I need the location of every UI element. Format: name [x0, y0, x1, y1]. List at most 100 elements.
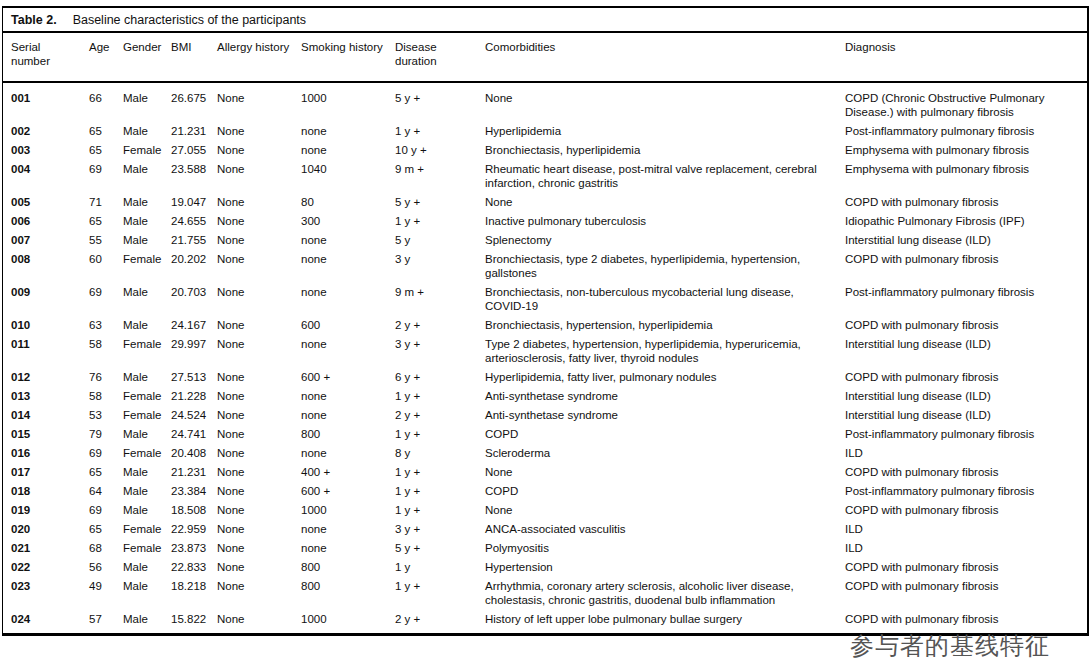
table-cell: Male [123, 212, 171, 231]
table-cell: Male [123, 368, 171, 387]
table-cell: 9 m + [395, 160, 485, 193]
table-cell: 69 [89, 444, 123, 463]
table-cell: 3 y + [395, 520, 485, 539]
table-cell: 20.202 [171, 250, 217, 283]
table-cell: COPD with pulmonary fibrosis [845, 577, 1087, 610]
table-cell: None [217, 444, 301, 463]
table-cell: None [217, 141, 301, 160]
table-cell: None [217, 463, 301, 482]
table-cell: 24.655 [171, 212, 217, 231]
table-cell: 65 [89, 463, 123, 482]
chinese-caption: 参与者的基线特征 [850, 631, 1086, 661]
table-cell: 003 [3, 141, 89, 160]
table-cell: Post-inflammatory pulmonary fibrosis [845, 122, 1087, 141]
table-cell: 79 [89, 425, 123, 444]
column-header-age: Age [89, 33, 123, 82]
table-cell: none [301, 539, 395, 558]
table-title-text: Baseline characteristics of the particip… [73, 13, 306, 27]
table-cell: 18.218 [171, 577, 217, 610]
table-cell: Post-inflammatory pulmonary fibrosis [845, 482, 1087, 501]
table-cell: None [217, 577, 301, 610]
table-cell: None [217, 406, 301, 425]
table-cell: 71 [89, 193, 123, 212]
table-cell: 1 y + [395, 122, 485, 141]
table-cell: Female [123, 141, 171, 160]
table-cell: 021 [3, 539, 89, 558]
table-cell: 010 [3, 316, 89, 335]
table-row: 00665Male24.655None3001 y +Inactive pulm… [3, 212, 1087, 231]
table-cell: COPD [485, 482, 845, 501]
table-cell: Emphysema with pulmonary fibrosis [845, 141, 1087, 160]
table-cell: none [301, 387, 395, 406]
table-row: 00365Female27.055Nonenone10 y +Bronchiec… [3, 141, 1087, 160]
table-row: 00265Male21.231Nonenone1 y +Hyperlipidem… [3, 122, 1087, 141]
table-cell: Male [123, 316, 171, 335]
table-cell: 66 [89, 82, 123, 122]
table-cell: None [217, 335, 301, 368]
table-cell: Inactive pulmonary tuberculosis [485, 212, 845, 231]
table-cell: 65 [89, 141, 123, 160]
table-cell: Hypertension [485, 558, 845, 577]
table-cell: 1 y + [395, 577, 485, 610]
table-cell: none [301, 406, 395, 425]
table-cell: 023 [3, 577, 89, 610]
table-cell: Rheumatic heart disease, post-mitral val… [485, 160, 845, 193]
table-cell: 65 [89, 212, 123, 231]
table-cell: 800 [301, 425, 395, 444]
table-cell: 015 [3, 425, 89, 444]
table-cell: 013 [3, 387, 89, 406]
table-cell: 017 [3, 463, 89, 482]
table-cell: COPD [485, 425, 845, 444]
table-cell: None [217, 160, 301, 193]
table-cell: Male [123, 577, 171, 610]
table-cell: Scleroderma [485, 444, 845, 463]
table-cell: 69 [89, 283, 123, 316]
table-cell: 012 [3, 368, 89, 387]
table-cell: 9 m + [395, 283, 485, 316]
table-row: 00755Male21.755Nonenone5 ySplenectomyInt… [3, 231, 1087, 250]
table-cell: none [301, 520, 395, 539]
table-cell: COPD with pulmonary fibrosis [845, 558, 1087, 577]
table-row: 01765Male21.231None400 +1 y +NoneCOPD wi… [3, 463, 1087, 482]
table-cell: 1000 [301, 501, 395, 520]
table-cell: none [301, 122, 395, 141]
table-row: 00469Male23.588None10409 m +Rheumatic he… [3, 160, 1087, 193]
table-cell: Male [123, 160, 171, 193]
column-header-gender: Gender [123, 33, 171, 82]
table-cell: none [301, 335, 395, 368]
table-cell: 19.047 [171, 193, 217, 212]
column-header-smoking-history: Smoking history [301, 33, 395, 82]
table-cell: 1 y + [395, 482, 485, 501]
table-cell: None [217, 283, 301, 316]
table-cell: 22.833 [171, 558, 217, 577]
table-cell: 21.755 [171, 231, 217, 250]
table-caption: Table 2.Baseline characteristics of the … [3, 8, 1087, 33]
table-cell: None [217, 316, 301, 335]
table-cell: 60 [89, 250, 123, 283]
table-cell: Male [123, 463, 171, 482]
table-cell: Female [123, 387, 171, 406]
table-cell: 5 y [395, 231, 485, 250]
header-row: Serial numberAgeGenderBMIAllergy history… [3, 33, 1087, 82]
table-cell: 58 [89, 335, 123, 368]
table-header-row: Serial numberAgeGenderBMIAllergy history… [3, 33, 1087, 82]
table-cell: 21.231 [171, 463, 217, 482]
table-cell: None [217, 558, 301, 577]
table-cell: 1040 [301, 160, 395, 193]
table-cell: 024 [3, 610, 89, 634]
table-cell: 27.513 [171, 368, 217, 387]
table-cell: 600 + [301, 482, 395, 501]
table-row: 00860Female20.202Nonenone3 yBronchiectas… [3, 250, 1087, 283]
data-table: Serial numberAgeGenderBMIAllergy history… [3, 33, 1087, 633]
table-cell: 76 [89, 368, 123, 387]
table-cell: COPD with pulmonary fibrosis [845, 368, 1087, 387]
table-cell: 18.508 [171, 501, 217, 520]
table-row: 01358Female21.228Nonenone1 y +Anti-synth… [3, 387, 1087, 406]
column-header-bmi: BMI [171, 33, 217, 82]
table-cell: none [301, 250, 395, 283]
table-cell: 8 y [395, 444, 485, 463]
table-cell: 2 y + [395, 610, 485, 634]
table-cell: Idiopathic Pulmonary Fibrosis (IPF) [845, 212, 1087, 231]
table-cell: Male [123, 283, 171, 316]
table-cell: 15.822 [171, 610, 217, 634]
